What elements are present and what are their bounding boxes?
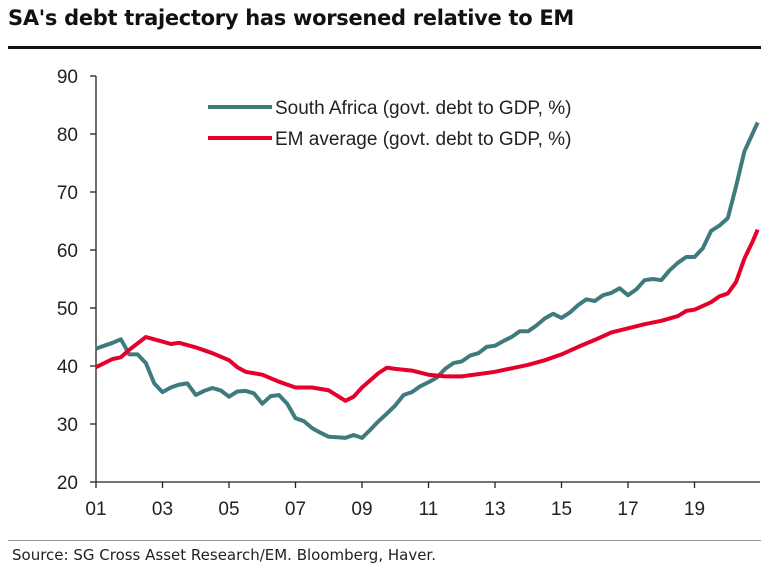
chart-title: SA's debt trajectory has worsened relati… — [8, 6, 575, 30]
x-tick-label: 09 — [351, 499, 372, 520]
y-tick-label: 40 — [57, 357, 78, 378]
axes: 20 30 40 50 60 70 80 90 01 03 05 07 09 11 13 15 17 19 — [57, 67, 760, 520]
y-tick-label: 80 — [57, 125, 78, 146]
x-tick-label: 11 — [419, 499, 439, 520]
y-tick-label: 60 — [57, 241, 78, 262]
y-tick-label: 50 — [57, 299, 78, 320]
y-tick-label: 90 — [57, 67, 78, 88]
legend-label: EM average (govt. debt to GDP, %) — [275, 129, 571, 150]
x-tick-label: 07 — [285, 499, 306, 520]
south-africa-line — [95, 121, 760, 440]
legend: South Africa (govt. debt to GDP, %) EM av… — [208, 98, 571, 150]
source-divider — [8, 540, 761, 541]
series-lines — [95, 121, 760, 440]
x-tick-label: 01 — [85, 499, 106, 520]
x-tick-label: 19 — [684, 499, 705, 520]
x-tick-label: 13 — [484, 499, 505, 520]
x-tick-label: 17 — [617, 499, 638, 520]
x-tick-label: 05 — [218, 499, 239, 520]
legend-label: South Africa (govt. debt to GDP, %) — [275, 98, 571, 119]
x-tick-label: 03 — [152, 499, 173, 520]
y-tick-label: 70 — [57, 183, 78, 204]
x-tick-label: 15 — [551, 499, 572, 520]
title-divider — [8, 46, 761, 49]
source-note: Source: SG Cross Asset Research/EM. Bloo… — [12, 546, 436, 564]
y-tick-label: 20 — [57, 473, 78, 494]
em-average-line — [95, 228, 760, 403]
y-tick-label: 30 — [57, 415, 78, 436]
